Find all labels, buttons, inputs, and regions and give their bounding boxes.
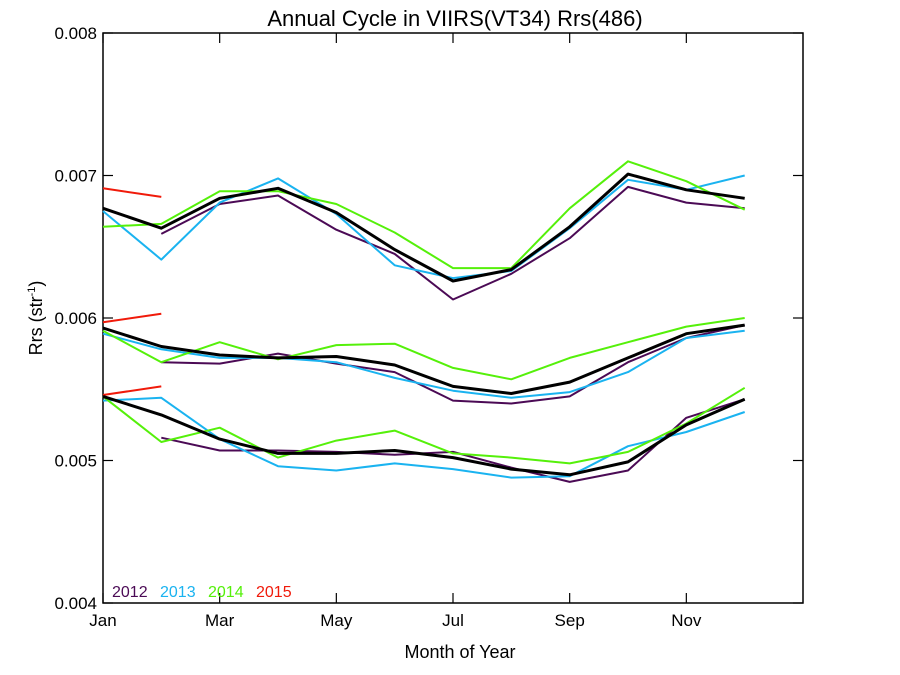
series-line-upper-2013	[102, 174, 745, 280]
series-line-lower-2013	[102, 396, 746, 479]
series-line-middle-2012	[161, 324, 745, 405]
x-axis: Jan Mar May Jul Sep Nov	[89, 33, 702, 630]
legend-item-2015: 2015	[256, 584, 292, 601]
series-line-middle-mean	[102, 323, 745, 395]
series-line-lower-2012	[161, 398, 746, 483]
series-line-upper-mean	[102, 172, 745, 283]
series-line-middle-2015	[102, 312, 162, 324]
x-tick-label: Jan	[89, 611, 116, 630]
legend: 2012 2013 2014 2015	[112, 584, 292, 601]
series-layer	[102, 160, 746, 483]
y-axis: 0.004 0.005 0.006 0.007 0.008	[54, 24, 803, 613]
y-axis-label-close: )	[26, 281, 46, 287]
series-line-upper-2014	[102, 160, 746, 270]
plot-frame	[102, 32, 804, 604]
y-tick-label: 0.006	[54, 309, 97, 328]
series-line-lower-mean	[102, 394, 746, 477]
y-axis-label-unit: -1	[26, 287, 38, 297]
series-line-middle-2013	[102, 329, 745, 399]
y-tick-label: 0.005	[54, 452, 97, 471]
series-line-upper-2012	[160, 185, 745, 301]
legend-item-2012: 2012	[112, 584, 148, 601]
chart-title: Annual Cycle in VIIRS(VT34) Rrs(486)	[267, 6, 642, 31]
series-line-upper-2015	[102, 187, 162, 198]
legend-item-2013: 2013	[160, 584, 196, 601]
series-line-lower-2015	[102, 385, 162, 396]
series-line-middle-2014	[102, 317, 745, 381]
y-axis-label: Rrs (str-1)	[26, 281, 46, 356]
x-tick-label: Mar	[205, 611, 235, 630]
y-tick-label: 0.008	[54, 24, 97, 43]
legend-item-2014: 2014	[208, 584, 244, 601]
y-tick-label: 0.004	[54, 594, 97, 613]
y-axis-label-text: Rrs (str	[26, 296, 46, 355]
x-tick-label: Nov	[671, 611, 702, 630]
series-line-lower-2014	[102, 386, 746, 465]
x-tick-label: Jul	[442, 611, 464, 630]
x-tick-label: Sep	[555, 611, 585, 630]
y-tick-label: 0.007	[54, 167, 97, 186]
x-axis-label: Month of Year	[404, 642, 515, 662]
x-tick-label: May	[320, 611, 353, 630]
